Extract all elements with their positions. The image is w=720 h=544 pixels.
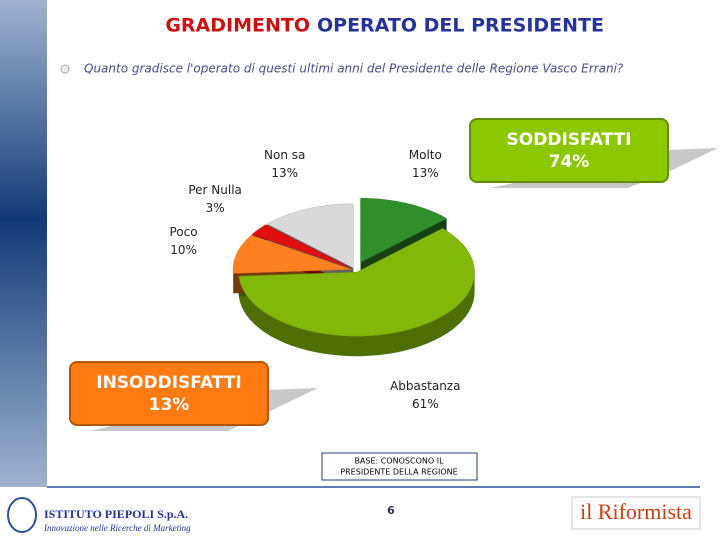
callout-label: INSODDISFATTI xyxy=(96,373,241,393)
slice-label: Poco xyxy=(170,225,198,239)
slice-value: 13% xyxy=(412,166,439,180)
slice-value: 13% xyxy=(271,166,298,180)
title-highlight: GRADIMENTO xyxy=(165,15,310,37)
side-strip xyxy=(0,0,47,487)
partner: il Riformista xyxy=(580,499,692,524)
base-note: PRESIDENTE DELLA REGIONE xyxy=(340,468,457,477)
callout-value: 74% xyxy=(549,152,590,172)
bullet xyxy=(61,65,69,73)
tagline: Innovazione nelle Ricerche di Marketing xyxy=(43,523,191,533)
callout-box xyxy=(70,362,268,425)
page-number: 6 xyxy=(387,504,395,517)
title-rest: OPERATO DEL PRESIDENTE xyxy=(317,15,604,37)
slice-value: 61% xyxy=(412,397,439,411)
slice-label: Per Nulla xyxy=(188,183,242,197)
callout-label: SODDISFATTI xyxy=(507,130,632,150)
slice-value: 3% xyxy=(206,201,225,215)
question: Quanto gradisce l'operato di questi ulti… xyxy=(84,62,624,76)
company: ISTITUTO PIEPOLI S.p.A. xyxy=(44,507,188,521)
slice-label: Abbastanza xyxy=(390,379,460,393)
slice-label: Molto xyxy=(409,148,442,162)
callout-value: 13% xyxy=(149,395,190,415)
callout-box xyxy=(470,119,668,182)
slice-value: 10% xyxy=(170,243,197,257)
base-note: BASE: CONOSCONO IL xyxy=(354,457,444,466)
slice-label: Non sa xyxy=(264,148,305,162)
